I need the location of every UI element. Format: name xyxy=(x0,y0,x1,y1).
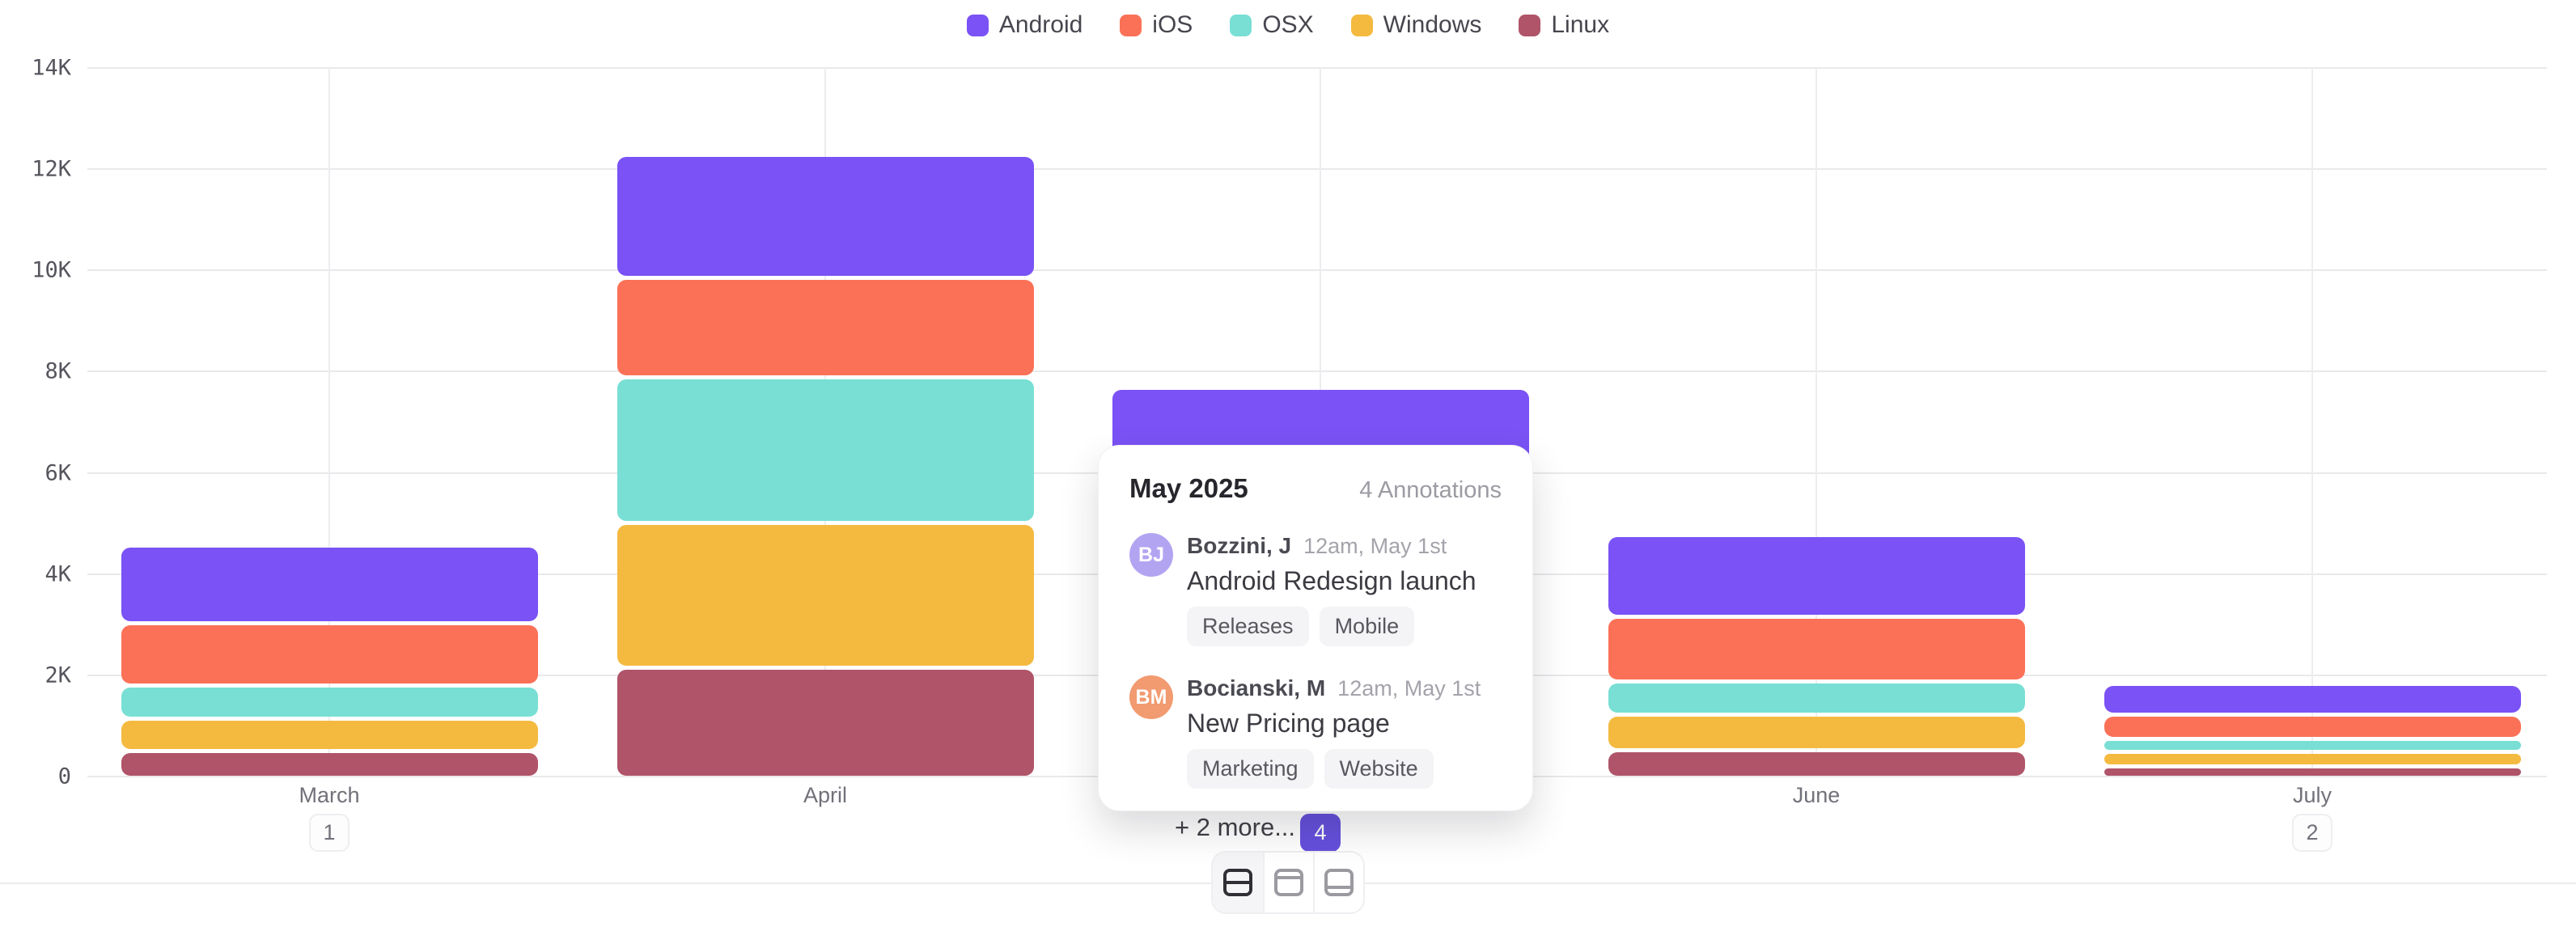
y-axis-tick-label: 12K xyxy=(32,156,71,182)
y-axis-tick-label: 2K xyxy=(44,662,71,688)
x-axis-label-july: July xyxy=(2292,783,2332,807)
layout-footer-row-button[interactable] xyxy=(1313,853,1363,912)
bar-segment-android-july[interactable] xyxy=(2104,686,2521,713)
y-axis-tick-label: 10K xyxy=(32,257,71,283)
tag-chip: Website xyxy=(1324,749,1434,789)
gridline xyxy=(87,67,2547,69)
legend-swatch-icon xyxy=(1519,14,1541,36)
annotation-author: Bocianski, M xyxy=(1187,675,1326,700)
annotation-count-badge-march[interactable]: 1 xyxy=(309,814,350,852)
bar-segment-windows-march[interactable] xyxy=(121,720,538,750)
annotation-tags: Releases Mobile xyxy=(1187,607,1477,646)
avatar: BM xyxy=(1129,675,1173,719)
annotation-timestamp: 12am, May 1st xyxy=(1303,534,1447,558)
bar-segment-android-march[interactable] xyxy=(121,548,538,622)
bar-segment-linux-march[interactable] xyxy=(121,753,538,776)
layout-split-rows-button[interactable] xyxy=(1213,853,1263,912)
bar-segment-windows-june[interactable] xyxy=(1608,717,2025,749)
legend-item-ios[interactable]: iOS xyxy=(1120,11,1193,39)
gridline-vertical xyxy=(1815,67,1817,776)
popup-title: May 2025 xyxy=(1129,473,1248,503)
annotation-title: Android Redesign launch xyxy=(1187,566,1477,595)
bar-segment-osx-june[interactable] xyxy=(1608,683,2025,713)
bar-segment-linux-april[interactable] xyxy=(616,670,1034,776)
gridline xyxy=(87,269,2547,272)
gridline-vertical xyxy=(2311,67,2313,776)
x-axis-label-april: April xyxy=(803,783,847,807)
bar-segment-ios-april[interactable] xyxy=(616,279,1034,376)
bar-segment-android-june[interactable] xyxy=(1608,537,2025,616)
annotation-meta: Bozzini, J 12am, May 1st xyxy=(1187,533,1477,559)
annotation-count-badge-may[interactable]: 4 xyxy=(1300,814,1341,852)
legend-swatch-icon xyxy=(1120,14,1142,36)
annotation-item[interactable]: BM Bocianski, M 12am, May 1st New Pricin… xyxy=(1129,675,1502,789)
badge-wrap: 1 xyxy=(232,814,426,852)
legend-label: Linux xyxy=(1551,11,1610,38)
bar-segment-windows-april[interactable] xyxy=(616,525,1034,667)
legend-swatch-icon xyxy=(966,14,989,36)
avatar: BJ xyxy=(1129,533,1173,577)
tag-chip: Mobile xyxy=(1319,607,1415,646)
x-axis-label-march: March xyxy=(299,783,360,807)
annotation-body: Bozzini, J 12am, May 1st Android Redesig… xyxy=(1187,533,1477,646)
bar-segment-ios-july[interactable] xyxy=(2104,716,2521,737)
x-axis-label-june: June xyxy=(1792,783,1841,807)
annotation-title: New Pricing page xyxy=(1187,709,1390,738)
legend-swatch-icon xyxy=(1350,14,1373,36)
badge-wrap: 4 xyxy=(1223,814,1417,852)
bar-segment-ios-june[interactable] xyxy=(1608,619,2025,680)
annotation-timestamp: 12am, May 1st xyxy=(1337,676,1481,700)
bar-segment-ios-march[interactable] xyxy=(121,625,538,684)
annotation-count-badge-july[interactable]: 2 xyxy=(2292,814,2332,852)
annotation-meta: Bocianski, M 12am, May 1st xyxy=(1187,675,1481,701)
bar-segment-osx-march[interactable] xyxy=(121,688,538,717)
show-more-annotations-link[interactable]: + 2 more... xyxy=(1175,813,1296,841)
badge-wrap: 2 xyxy=(2215,814,2409,852)
legend-item-windows[interactable]: Windows xyxy=(1350,11,1482,39)
annotation-item[interactable]: BJ Bozzini, J 12am, May 1st Android Rede… xyxy=(1129,533,1502,646)
bar-segment-windows-july[interactable] xyxy=(2104,754,2521,764)
annotation-tags: Marketing Website xyxy=(1187,749,1481,789)
gridline xyxy=(87,168,2547,171)
layout-header-row-icon xyxy=(1274,869,1303,896)
gridline-vertical xyxy=(328,67,330,776)
tag-chip: Releases xyxy=(1187,607,1309,646)
chart-legend: Android iOS OSX Windows Linux xyxy=(0,11,2576,39)
bar-segment-linux-july[interactable] xyxy=(2104,768,2521,776)
legend-item-android[interactable]: Android xyxy=(966,11,1083,39)
annotation-body: Bocianski, M 12am, May 1st New Pricing p… xyxy=(1187,675,1481,789)
legend-swatch-icon xyxy=(1230,14,1252,36)
layout-switcher xyxy=(1211,851,1365,914)
annotation-author: Bozzini, J xyxy=(1187,533,1292,558)
legend-label: Android xyxy=(998,11,1083,38)
layout-header-row-button[interactable] xyxy=(1263,853,1313,912)
popup-annotation-count: 4 Annotations xyxy=(1359,477,1502,503)
y-axis-tick-label: 8K xyxy=(44,358,71,384)
legend-item-linux[interactable]: Linux xyxy=(1519,11,1609,39)
bar-segment-osx-july[interactable] xyxy=(2104,740,2521,751)
legend-label: Windows xyxy=(1383,11,1482,38)
legend-item-osx[interactable]: OSX xyxy=(1230,11,1314,39)
bar-segment-osx-april[interactable] xyxy=(616,379,1034,522)
gridline xyxy=(87,370,2547,373)
layout-split-rows-icon xyxy=(1223,869,1252,896)
popup-header: May 2025 4 Annotations xyxy=(1129,473,1502,504)
layout-footer-row-icon xyxy=(1324,869,1354,896)
annotations-popup: May 2025 4 Annotations BJ Bozzini, J 12a… xyxy=(1098,445,1533,841)
y-axis-tick-label: 0 xyxy=(57,764,71,789)
y-axis-tick-label: 4K xyxy=(44,561,71,587)
bar-segment-android-april[interactable] xyxy=(616,156,1034,276)
legend-label: iOS xyxy=(1152,11,1193,38)
bar-segment-linux-june[interactable] xyxy=(1608,752,2025,776)
y-axis-tick-label: 6K xyxy=(44,460,71,486)
legend-label: OSX xyxy=(1262,11,1314,38)
tag-chip: Marketing xyxy=(1187,749,1314,789)
y-axis-tick-label: 14K xyxy=(32,55,71,81)
